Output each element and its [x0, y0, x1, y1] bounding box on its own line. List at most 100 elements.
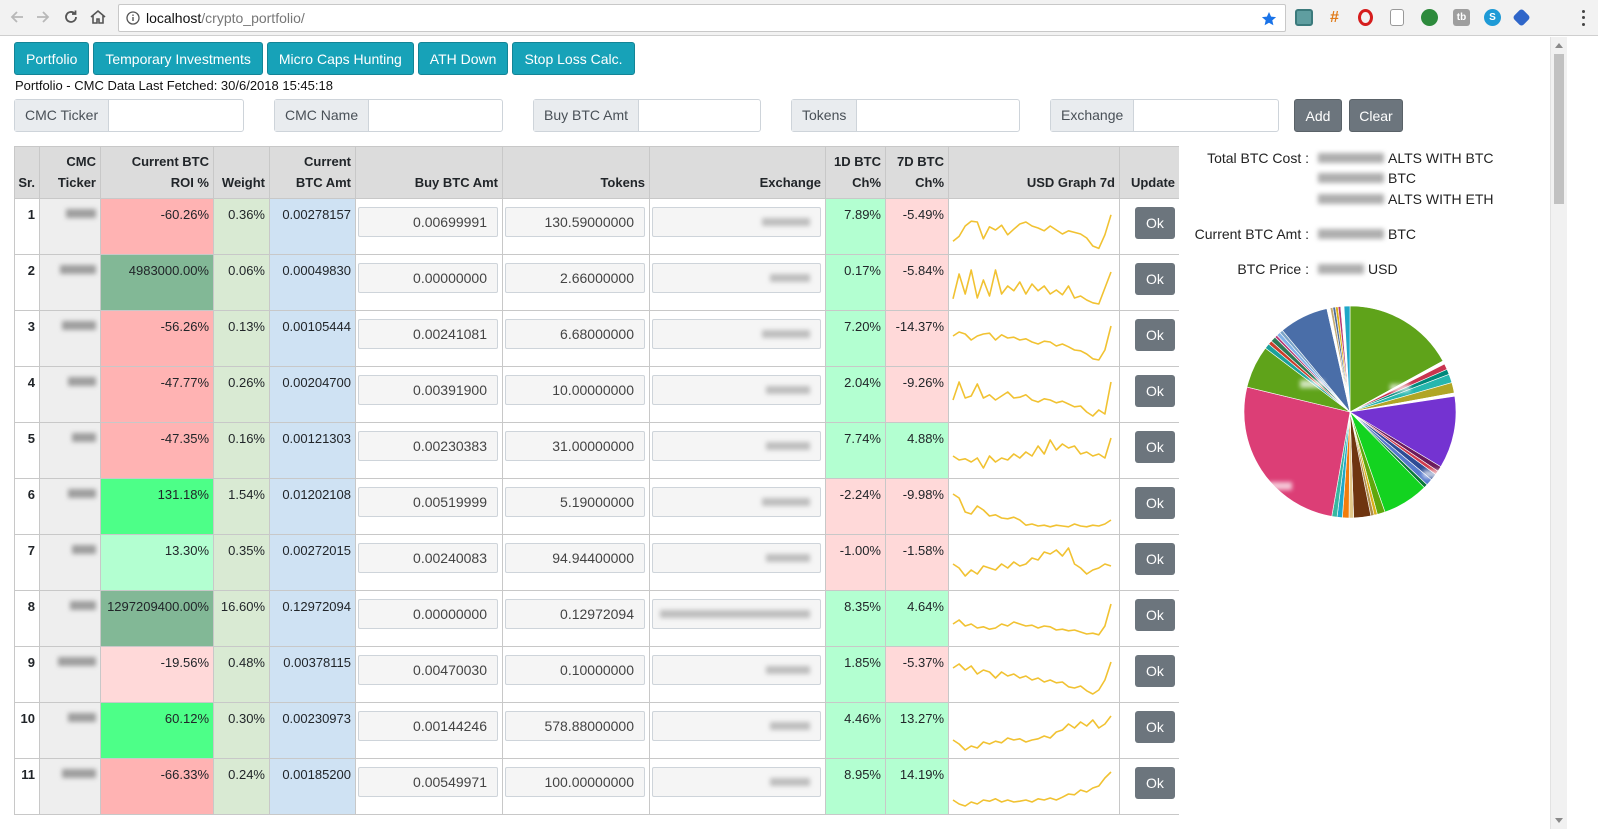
nav-tab-micro-caps-hunting[interactable]: Micro Caps Hunting [266, 42, 414, 75]
buy-btc-amt-cell-input[interactable]: 0.00000000 [358, 263, 498, 293]
tokens-cell-input[interactable]: 5.19000000 [505, 487, 645, 517]
ok-button[interactable]: Ok [1135, 319, 1175, 351]
ok-button[interactable]: Ok [1135, 767, 1175, 799]
tokens-cell-input[interactable]: 31.00000000 [505, 431, 645, 461]
th-roi-line2: ROI % [170, 175, 209, 190]
buy-btc-amt-cell-input[interactable]: 0.00230383 [358, 431, 498, 461]
ok-button[interactable]: Ok [1135, 263, 1175, 295]
ok-button[interactable]: Ok [1135, 711, 1175, 743]
th-7d: 7D BTC Ch% [885, 146, 949, 199]
redacted-ticker [68, 713, 96, 722]
exchange-cell-input[interactable] [652, 319, 821, 349]
pie-slice[interactable] [1343, 305, 1351, 413]
th-buy-label: Buy BTC Amt [414, 175, 498, 190]
buy-btc-amt-cell-input[interactable]: 0.00549971 [358, 767, 498, 797]
tokens-cell-input[interactable]: 0.12972094 [505, 599, 645, 629]
extension-doc-icon[interactable] [1390, 9, 1404, 26]
redacted-ticker [58, 657, 96, 666]
extension-cast-icon[interactable] [1295, 9, 1313, 26]
tokens-cell-input[interactable]: 578.88000000 [505, 711, 645, 741]
ok-button[interactable]: Ok [1135, 207, 1175, 239]
exchange-cell-input[interactable] [652, 711, 821, 741]
nav-tab-ath-down[interactable]: ATH Down [417, 42, 509, 75]
buy-btc-amt-cell-input[interactable]: 0.00240083 [358, 543, 498, 573]
tokens-cell-input[interactable]: 100.00000000 [505, 767, 645, 797]
cell-roi: 13.30% [100, 534, 214, 591]
redacted-exchange [770, 722, 810, 730]
cell-roi: 4983000.00% [100, 254, 214, 311]
pie-slice[interactable] [1349, 395, 1457, 468]
portfolio-pie-chart[interactable] [1238, 300, 1462, 524]
add-button[interactable]: Add [1294, 99, 1342, 132]
exchange-cell-input[interactable] [652, 207, 821, 237]
home-icon[interactable] [87, 5, 109, 29]
extension-globe-icon[interactable] [1421, 9, 1438, 26]
exchange-cell-input[interactable] [652, 599, 821, 629]
nav-tab-portfolio[interactable]: Portfolio [14, 42, 90, 75]
cell-btc-amt: 0.00049830 [269, 254, 356, 311]
tokens-cell-input[interactable]: 6.68000000 [505, 319, 645, 349]
pie-slice[interactable] [1349, 305, 1444, 413]
ok-button[interactable]: Ok [1135, 655, 1175, 687]
cell-buy: 0.00549971 [355, 758, 503, 815]
extension-s-icon[interactable]: S [1484, 9, 1501, 26]
exchange-cell-input[interactable] [652, 375, 821, 405]
browser-menu-icon[interactable] [1576, 8, 1590, 28]
ok-button[interactable]: Ok [1135, 543, 1175, 575]
nav-tabs: Portfolio Temporary Investments Micro Caps… [14, 42, 635, 75]
ok-button[interactable]: Ok [1135, 375, 1175, 407]
buy-btc-amt-cell-input[interactable]: 0.00519999 [358, 487, 498, 517]
tokens-cell-input[interactable]: 0.10000000 [505, 655, 645, 685]
cell-7d-change: 14.19% [885, 758, 949, 815]
exchange-cell-input[interactable] [652, 543, 821, 573]
extension-hash-icon[interactable]: # [1330, 8, 1339, 26]
cell-7d-change: -5.49% [885, 198, 949, 255]
redacted-ticker [72, 433, 96, 442]
vertical-scrollbar[interactable] [1550, 37, 1567, 829]
bookmark-star-icon[interactable] [1261, 11, 1277, 30]
buy-btc-amt-cell-input[interactable]: 0.00241081 [358, 319, 498, 349]
info-icon[interactable] [126, 11, 140, 25]
scroll-up-icon[interactable] [1555, 43, 1563, 48]
buy-btc-amt-cell-input[interactable]: 0.00144246 [358, 711, 498, 741]
extension-tb-icon[interactable]: tb [1453, 9, 1470, 26]
exchange-cell-input[interactable] [652, 431, 821, 461]
cell-roi: -66.33% [100, 758, 214, 815]
ok-button[interactable]: Ok [1135, 599, 1175, 631]
exchange-cell-input[interactable] [652, 487, 821, 517]
extension-opera-icon[interactable] [1358, 9, 1373, 26]
exchange-cell-input[interactable] [652, 263, 821, 293]
nav-tab-stop-loss-calc[interactable]: Stop Loss Calc. [512, 42, 635, 75]
cell-exchange [649, 758, 826, 815]
nav-tab-temporary-investments[interactable]: Temporary Investments [93, 42, 263, 75]
reload-icon[interactable] [60, 5, 82, 29]
tokens-cell-input[interactable]: 10.00000000 [505, 375, 645, 405]
exchange-cell-input[interactable] [652, 655, 821, 685]
address-bar[interactable]: localhost/crypto_portfolio/ [118, 4, 1286, 32]
back-icon[interactable] [6, 5, 28, 29]
pie-slice[interactable] [1243, 386, 1351, 517]
tokens-input[interactable] [857, 100, 1055, 131]
extension-cap-icon[interactable] [1512, 8, 1531, 27]
table-row: 1 -60.26% 0.36% 0.00278157 0.00699991 130.590… [14, 198, 1179, 255]
tokens-cell-input[interactable]: 130.59000000 [505, 207, 645, 237]
tokens-cell-input[interactable]: 94.94400000 [505, 543, 645, 573]
table-row: 11 -66.33% 0.24% 0.00185200 0.00549971 100.00… [14, 758, 1179, 815]
buy-btc-amt-cell-input[interactable]: 0.00000000 [358, 599, 498, 629]
ok-button[interactable]: Ok [1135, 431, 1175, 463]
forward-icon[interactable] [32, 5, 54, 29]
cell-update: Ok [1119, 478, 1179, 535]
buy-btc-amt-cell-input[interactable]: 0.00470030 [358, 655, 498, 685]
tokens-cell-input[interactable]: 2.66000000 [505, 263, 645, 293]
cell-1d-change: 8.35% [825, 590, 886, 647]
buy-btc-amt-cell-input[interactable]: 0.00699991 [358, 207, 498, 237]
scroll-down-icon[interactable] [1555, 818, 1563, 823]
ok-button[interactable]: Ok [1135, 487, 1175, 519]
exchange-cell-input[interactable] [652, 767, 821, 797]
buy-btc-amt-cell-input[interactable]: 0.00391900 [358, 375, 498, 405]
cell-weight: 16.60% [213, 590, 270, 647]
scrollbar-thumb[interactable] [1554, 54, 1564, 204]
cell-weight: 0.35% [213, 534, 270, 591]
cmc-ticker-input[interactable] [109, 100, 307, 131]
clear-button[interactable]: Clear [1349, 99, 1403, 132]
